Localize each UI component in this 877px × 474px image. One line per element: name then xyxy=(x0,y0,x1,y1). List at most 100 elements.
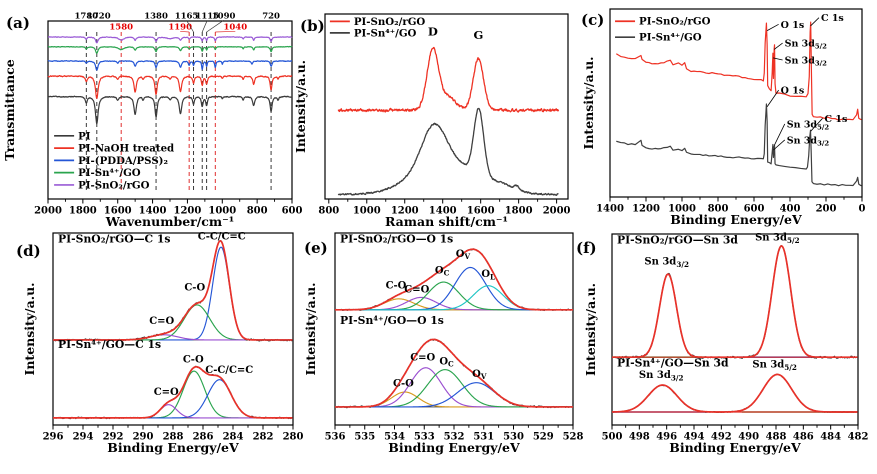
x-tick-label: 0 xyxy=(859,204,866,215)
panel-f-sn3d-chart: 500 498 496 494 492 490 488 486 484 482 Binding En… xyxy=(583,233,869,455)
guide-leader-line xyxy=(201,20,208,33)
guide-leader-line xyxy=(215,30,236,33)
annotation-text: D xyxy=(428,24,438,38)
x-tick-label: 498 xyxy=(629,432,650,443)
peak-label: OV xyxy=(456,249,471,261)
leader-line xyxy=(772,57,783,61)
peak-label: OC xyxy=(439,357,454,369)
x-axis: 500 498 496 494 492 490 488 486 484 482 xyxy=(602,425,869,443)
annotation-text: G xyxy=(473,28,483,42)
peak-label: C=O xyxy=(154,387,179,398)
x-tick-label: 282 xyxy=(253,432,274,443)
annotation-text: O 1s xyxy=(781,86,805,97)
leader-line xyxy=(810,118,823,132)
x-tick-label: 1400 xyxy=(429,206,457,217)
x-axis-title: Raman shift/cm⁻¹ xyxy=(385,214,508,229)
guide-leader-line xyxy=(186,20,194,33)
panel-a-tag: (a) xyxy=(6,14,30,32)
x-tick-label: 1000 xyxy=(668,204,696,215)
x-axis-title: Binding Energy/eV xyxy=(107,440,239,455)
leader-line xyxy=(773,42,783,50)
x-tick-label: 496 xyxy=(656,432,677,443)
envelope-curve xyxy=(52,240,293,341)
series-PI-(PDDA/PSS)₂ xyxy=(47,60,293,71)
annotation-text: Sn 3d5/2 xyxy=(785,39,828,51)
x-tick-label: 530 xyxy=(503,432,524,443)
annotation-text: O 1s xyxy=(781,20,805,31)
sub-title: PI-Sn⁴⁺/GO—O 1s xyxy=(340,314,444,327)
peak-label: C-C/C=C xyxy=(205,365,253,376)
x-axis: 536 535 534 533 532 531 530 529 528 xyxy=(325,425,583,443)
plot-box xyxy=(324,13,569,200)
x-tick-label: 286 xyxy=(193,432,214,443)
panel-e-o1s-chart: 536 535 534 533 532 531 530 529 528 Binding Energ… xyxy=(303,232,583,455)
x-tick-label: 296 xyxy=(43,432,64,443)
leader-line xyxy=(773,139,786,151)
envelope-curve xyxy=(611,245,858,359)
x-axis: 800 1000 1200 1400 1600 1800 2000 xyxy=(318,199,571,217)
sub-title: PI-SnO₂/rGO—O 1s xyxy=(340,233,453,246)
y-axis-title: Transmittance xyxy=(2,59,17,161)
x-tick-label: 600 xyxy=(744,204,765,215)
panel-d-c1s-chart: 296 294 292 290 288 286 284 282 280 Binding Energ… xyxy=(22,232,303,455)
x-axis-title: Binding Energy/eV xyxy=(388,440,520,455)
x-tick-label: 1000 xyxy=(208,206,236,217)
guide-label: 1090 xyxy=(212,12,236,22)
x-tick-label: 400 xyxy=(780,204,801,215)
legend-label: PI-Sn⁴⁺/GO xyxy=(639,32,702,44)
component-curve xyxy=(612,273,858,358)
peak-label: OV xyxy=(472,369,487,381)
x-tick-label: 1800 xyxy=(505,206,533,217)
peak-label: Sn 3d3/2 xyxy=(644,257,689,269)
guide-label: 1190 xyxy=(168,23,192,33)
envelope-curve xyxy=(611,373,858,413)
annotation-text: C 1s xyxy=(821,13,844,24)
plot-box xyxy=(334,232,574,426)
sub-title: PI-Sn⁴⁺/GO—C 1s xyxy=(58,338,161,351)
x-tick-label: 531 xyxy=(473,432,494,443)
x-tick-label: 486 xyxy=(793,432,814,443)
peak-label: OL xyxy=(481,269,495,281)
guide-leader-line xyxy=(180,30,190,33)
series-PI-SnO₂/rGO xyxy=(47,36,293,44)
peak-label: OC xyxy=(435,265,450,277)
panel-c-tag: (c) xyxy=(581,11,605,29)
envelope-curve xyxy=(334,248,574,311)
x-tick-label: 500 xyxy=(602,432,623,443)
panel-c-xps-survey-chart: 1400 1200 1000 800 600 400 200 0 Binding Energy/… xyxy=(581,8,866,227)
legend-label: PI-Sn⁴⁺/GO xyxy=(78,167,141,179)
x-tick-label: 200 xyxy=(816,204,837,215)
x-tick-label: 284 xyxy=(223,432,244,443)
peak-label: Sn 3d3/2 xyxy=(639,370,684,382)
x-tick-label: 1400 xyxy=(139,206,167,217)
annotation-text: Sn 3d3/2 xyxy=(787,135,830,147)
leader-line xyxy=(766,89,779,107)
series-PI-NaOH treated xyxy=(47,75,293,99)
legend-label: PI-NaOH treated xyxy=(78,143,174,155)
peak-label: C-C/C=C xyxy=(198,232,246,243)
series-PI-Sn⁴⁺/GO xyxy=(616,103,862,187)
legend-label: PI-(PDDA/PSS)₂ xyxy=(78,155,168,167)
series-PI-Sn⁴⁺/GO xyxy=(337,107,559,196)
legend-label: PI-Sn⁴⁺/GO xyxy=(354,27,417,39)
x-tick-label: 484 xyxy=(820,432,841,443)
leader-line xyxy=(773,123,786,146)
legend-label: PI xyxy=(78,130,91,142)
x-tick-label: 290 xyxy=(133,432,154,443)
y-axis-title: Intensity/a.u. xyxy=(583,283,598,376)
x-tick-label: 1000 xyxy=(353,206,381,217)
peak-label: Sn 3d5/2 xyxy=(752,360,797,372)
x-axis-title: Binding Energy/eV xyxy=(670,212,802,227)
x-tick-label: 2000 xyxy=(34,206,62,217)
x-tick-label: 1600 xyxy=(104,206,132,217)
x-tick-label: 529 xyxy=(533,432,554,443)
x-tick-label: 482 xyxy=(848,432,869,443)
guide-label: 1115 xyxy=(195,12,219,22)
component-curve xyxy=(334,266,574,311)
legend-label: PI-SnO₂/rGO xyxy=(639,16,711,28)
x-axis: 1400 1200 1000 800 600 400 200 0 xyxy=(596,197,866,215)
panel-b-tag: (b) xyxy=(300,17,325,35)
series-PI-SnO₂/rGO xyxy=(615,21,862,121)
x-tick-label: 1200 xyxy=(632,204,660,215)
